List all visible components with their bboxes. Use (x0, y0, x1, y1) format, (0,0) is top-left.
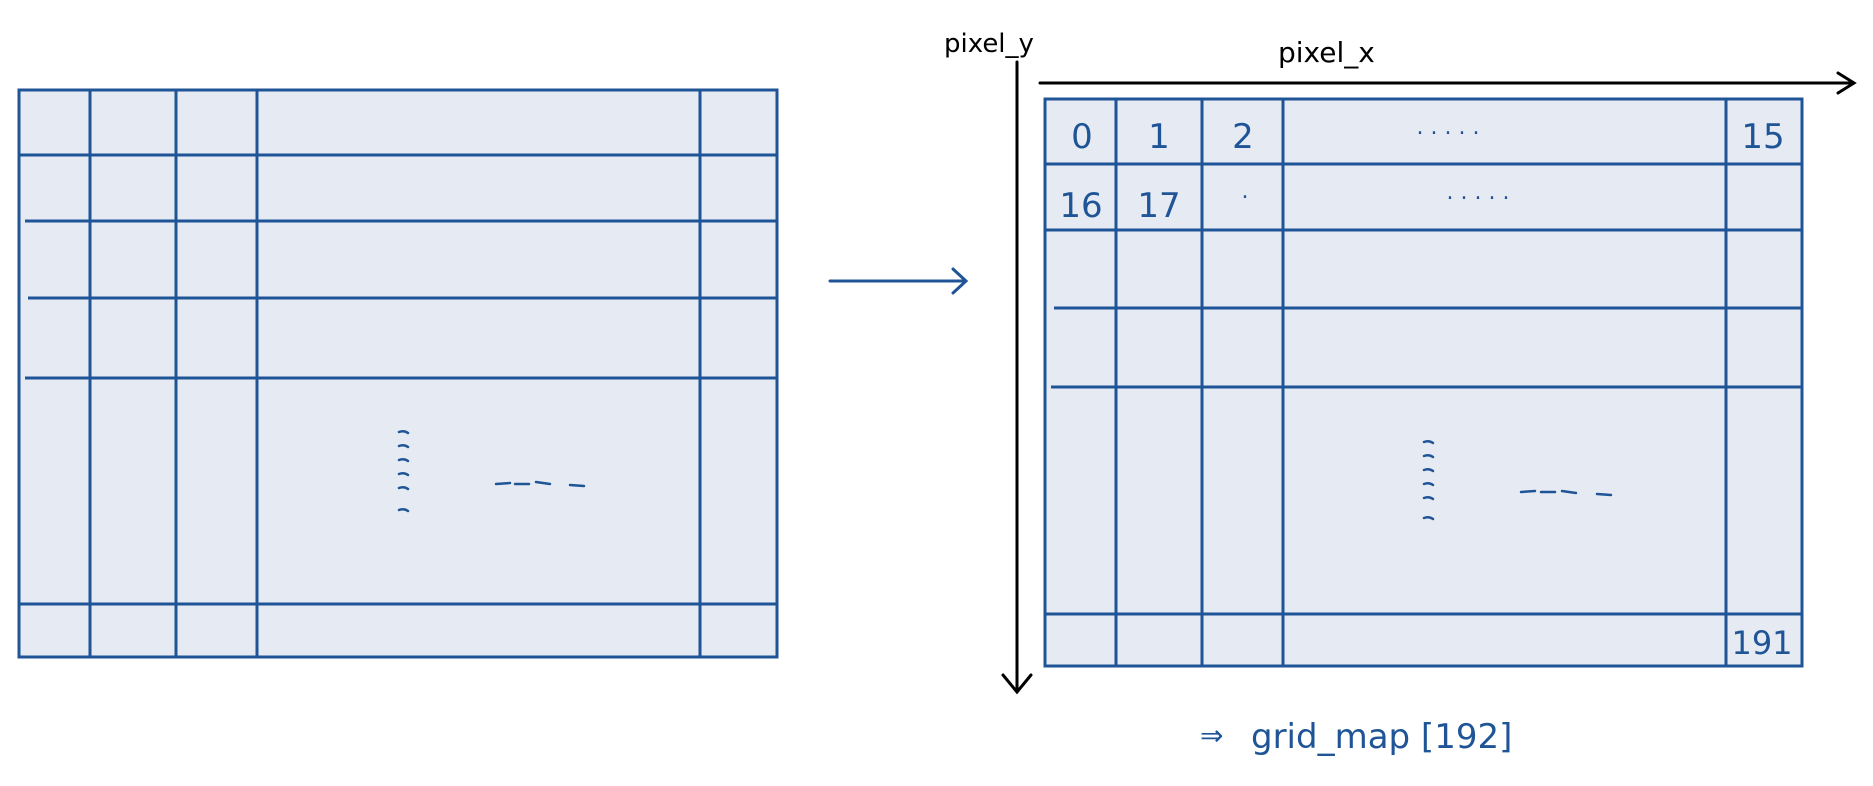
right-arrow-icon (828, 267, 969, 295)
cell-2: 2 (1232, 117, 1254, 157)
right-grid (1043, 97, 1804, 668)
cell-17: 17 (1137, 186, 1180, 226)
cell-labels: 0 1 2 . . . . . 15 16 17 . . . . . . 191 (1059, 115, 1792, 662)
right-horizontal-ellipsis (1519, 489, 1613, 497)
left-grid (17, 88, 779, 659)
cell-16: 16 (1059, 186, 1102, 226)
left-horizontal-ellipsis (494, 480, 586, 488)
right-vertical-ellipsis (1422, 439, 1435, 521)
caption-arrow-icon: ⇒ (1200, 719, 1223, 752)
x-axis-label: pixel_x (1278, 36, 1375, 69)
cell-0: 0 (1071, 117, 1093, 157)
cell-191: 191 (1731, 624, 1792, 662)
cell-row2-dot: . (1242, 179, 1249, 204)
y-axis-label: pixel_y (944, 29, 1034, 59)
cell-15: 15 (1741, 117, 1784, 157)
left-vertical-ellipsis (397, 429, 410, 513)
caption-text: grid_map [192] (1251, 717, 1512, 757)
x-axis (1038, 71, 1857, 95)
cell-row1-ellipsis: . . . . . (1417, 115, 1480, 140)
y-axis (1001, 60, 1033, 695)
caption: ⇒ grid_map [192] (1200, 717, 1512, 757)
cell-row2-ellipsis: . . . . . (1447, 180, 1510, 205)
cell-1: 1 (1148, 117, 1170, 157)
